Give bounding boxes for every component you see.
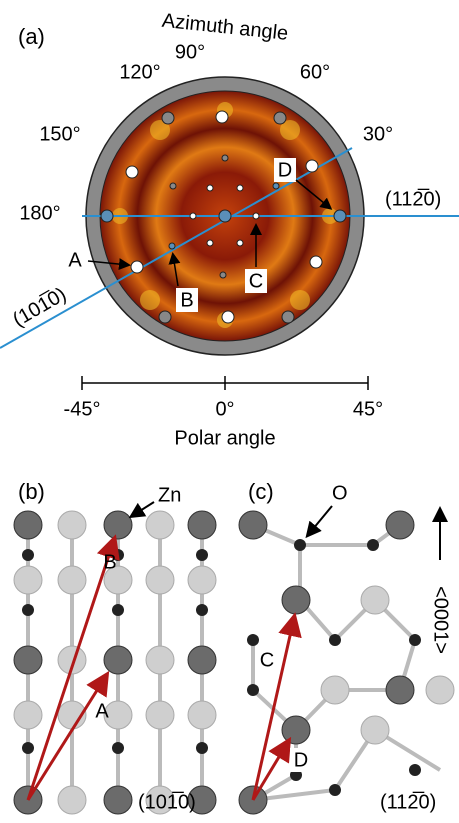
azimuth-tick: 120° <box>119 61 160 83</box>
azimuth-tick: 60° <box>300 61 330 83</box>
vector <box>253 618 294 800</box>
panel-label: (a) <box>18 24 45 49</box>
panel-label: (c) <box>248 479 274 504</box>
panel-a: (a) Azimuth angle 90° 60° 30° 120° 150° … <box>0 10 459 450</box>
azimuth-tick: 150° <box>39 123 80 145</box>
plane-label: (112̅0) <box>380 790 436 813</box>
azimuth-tick: 90° <box>175 41 205 63</box>
plane-label: (101̅0) <box>138 790 196 813</box>
point-label: B <box>180 289 193 311</box>
panel-c: (c) C D O <0001> (112̅0) <box>239 479 454 814</box>
atom-label: O <box>332 482 348 504</box>
direction-label: <0001> <box>430 586 452 654</box>
vector-label: D <box>294 749 308 771</box>
point-label: D <box>278 159 292 181</box>
vector-label: C <box>260 649 274 671</box>
polar-tick: -45° <box>64 398 101 420</box>
vector-label: B <box>103 551 116 573</box>
azimuth-tick: 30° <box>363 123 393 145</box>
atom-label: Zn <box>158 484 181 506</box>
polar-tick: 45° <box>353 398 383 420</box>
axis-title: Azimuth angle <box>161 10 289 45</box>
point-label: A <box>68 249 82 271</box>
azimuth-tick: 180° <box>19 202 60 224</box>
polar-tick: 0° <box>215 398 234 420</box>
plane-label: (112̅0) <box>385 187 441 210</box>
plane-label: (101̅0) <box>9 283 71 332</box>
panel-b: (b) B A Zn (101̅0) <box>14 479 216 814</box>
panel-label: (b) <box>18 479 45 504</box>
figure: (a) Azimuth angle 90° 60° 30° 120° 150° … <box>0 0 459 823</box>
vector-label: A <box>95 700 109 722</box>
axis-title: Polar angle <box>174 427 275 449</box>
vector <box>28 676 106 800</box>
point-label: C <box>249 270 263 292</box>
